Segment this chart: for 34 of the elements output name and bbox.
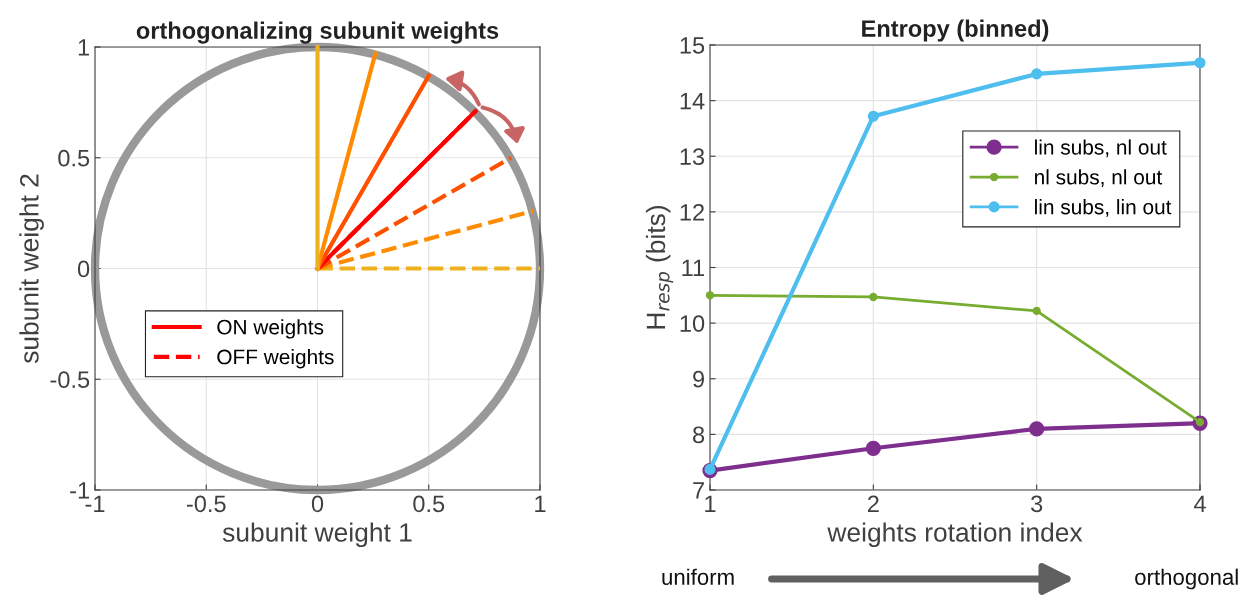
x-axis-title: subunit weight 1 (222, 522, 412, 548)
text: orthogonal (1135, 568, 1238, 590)
y-tick-label: 12 (680, 203, 704, 221)
x-tick-label: 0.5 (413, 495, 445, 513)
y-tick-label: 8 (693, 426, 705, 444)
x-tick-label: 3 (1031, 495, 1043, 513)
x-tick-label: -0.5 (186, 495, 226, 513)
chart-title: Entropy (binned) (862, 19, 1049, 42)
legend-label: nl subs, nl out (1035, 169, 1163, 187)
legend-label: OFF weights (217, 349, 334, 369)
y-tick-label: 13 (680, 148, 705, 166)
x-axis-title: weights rotation index (827, 522, 1083, 548)
x-tick-label: 0 (311, 495, 324, 513)
x-tick-label: 2 (867, 495, 879, 512)
text: uniform (662, 568, 734, 585)
y-tick-label: -0.5 (50, 371, 90, 389)
y-tick-label: 10 (680, 315, 705, 332)
y-axis-title: H$_{resp}$ (bits) (645, 206, 674, 329)
x-tick-label: 4 (1193, 495, 1206, 512)
y-tick-label: 15 (680, 37, 705, 54)
y-tick-label: 14 (680, 92, 705, 110)
legend-label: lin subs, lin out (1035, 199, 1172, 217)
y-tick-label: 0.5 (58, 149, 90, 167)
x-tick-label: 1 (705, 495, 716, 512)
y-tick-label: 0 (77, 260, 90, 278)
legend-label: lin subs, nl out (1035, 139, 1167, 158)
y-tick-label: 7 (693, 482, 704, 499)
chart-title: orthogonalizing subunit weights (136, 21, 499, 44)
y-tick-label: 9 (693, 370, 705, 388)
legend-label: ON weights (217, 319, 324, 339)
y-axis-title: subunit weight 2 (19, 174, 44, 364)
x-tick-label: 1 (535, 495, 546, 512)
y-tick-label: 11 (682, 259, 704, 277)
y-tick-label: 1 (78, 39, 89, 56)
